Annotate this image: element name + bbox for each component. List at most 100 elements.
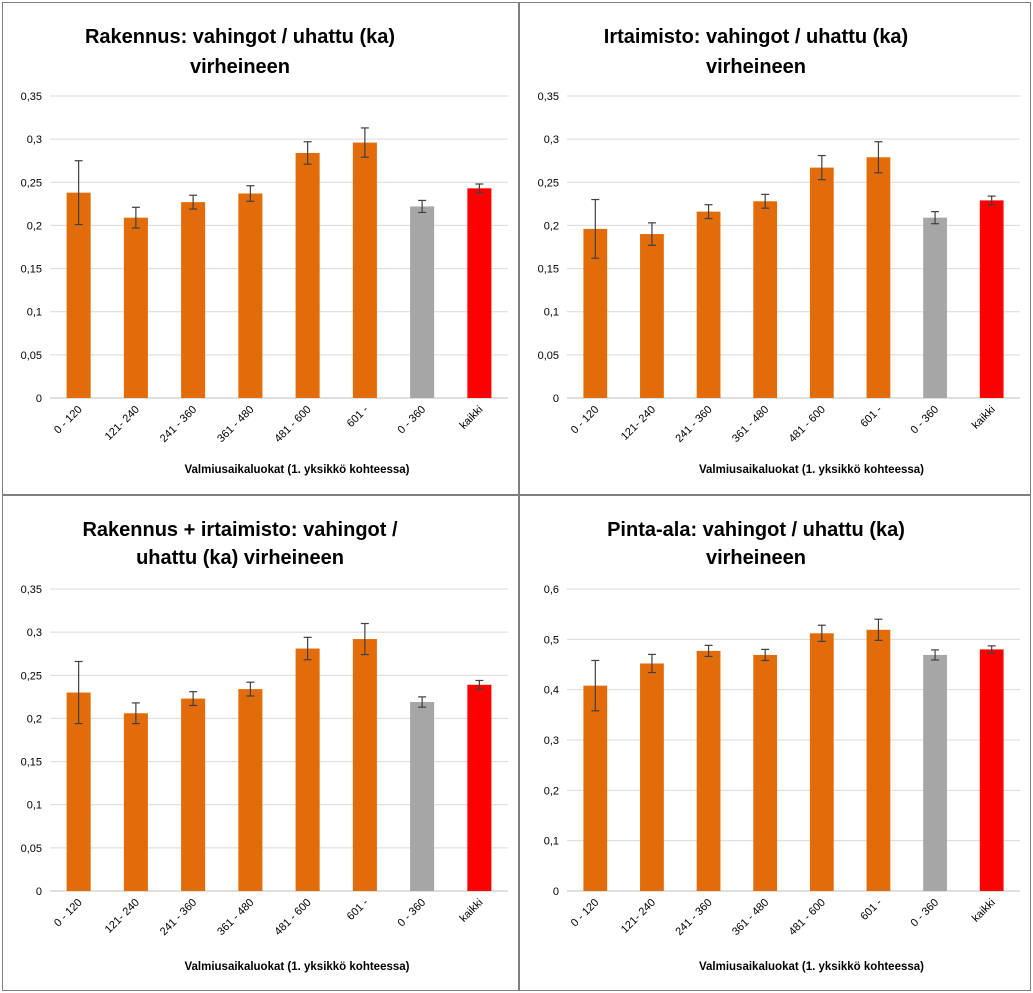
bar-7 bbox=[923, 654, 947, 891]
x-axis-title: Valmiusaikaluokat (1. yksikkö kohteessa) bbox=[699, 961, 924, 973]
bar-6 bbox=[352, 639, 377, 891]
chart-title-line: virheineen bbox=[190, 56, 290, 78]
x-category-label: 121- 240 bbox=[619, 404, 658, 443]
y-tick-label: 0,35 bbox=[538, 91, 559, 103]
bar-7 bbox=[923, 217, 947, 398]
bar-3 bbox=[181, 698, 206, 891]
bar-1 bbox=[66, 692, 91, 891]
x-category-label: 241 - 360 bbox=[673, 404, 714, 445]
y-tick-label: 0,05 bbox=[21, 843, 42, 855]
x-category-label: 481 - 600 bbox=[787, 897, 828, 938]
bar-4 bbox=[238, 689, 263, 891]
y-tick-label: 0 bbox=[553, 886, 559, 898]
bar-6 bbox=[866, 157, 891, 398]
bar-4 bbox=[753, 201, 778, 398]
y-tick-label: 0,05 bbox=[538, 350, 559, 362]
y-tick-label: 0,1 bbox=[544, 307, 559, 319]
bar-7 bbox=[410, 702, 435, 891]
y-tick-label: 0 bbox=[36, 393, 42, 405]
bar-4 bbox=[238, 193, 263, 398]
y-tick-label: 0,2 bbox=[27, 713, 42, 725]
y-tick-label: 0,3 bbox=[544, 134, 559, 146]
bar-2 bbox=[640, 234, 664, 398]
y-tick-label: 0,35 bbox=[21, 584, 42, 596]
chart-title-line: Irtaimisto: vahingot / uhattu (ka) bbox=[604, 26, 908, 48]
error-bar bbox=[189, 194, 198, 210]
y-tick-label: 0,2 bbox=[544, 785, 559, 797]
chart-panel-irtaimisto: Irtaimisto: vahingot / uhattu (ka) virhei… bbox=[519, 2, 1031, 495]
error-bar bbox=[131, 206, 140, 229]
bar-chart: Pinta-ala: vahingot / uhattu (ka) virhein… bbox=[544, 519, 1020, 973]
error-bar bbox=[874, 618, 883, 641]
y-tick-label: 0,1 bbox=[27, 800, 42, 812]
x-category-label: 241 - 360 bbox=[158, 404, 199, 445]
y-tick-label: 0,25 bbox=[21, 670, 42, 682]
x-category-label: 601 - bbox=[345, 403, 371, 429]
error-bar bbox=[647, 653, 656, 674]
x-category-label: kaikki bbox=[458, 897, 486, 925]
error-bar bbox=[987, 195, 996, 206]
error-bar bbox=[360, 622, 369, 656]
x-category-label: 121- 240 bbox=[103, 897, 142, 936]
y-tick-label: 0,5 bbox=[544, 634, 559, 646]
chart-title-line: virheineen bbox=[706, 547, 806, 569]
y-tick-label: 0,15 bbox=[538, 264, 559, 276]
bar-chart: Rakennus: vahingot / uhattu (ka) virheine… bbox=[21, 26, 508, 476]
bar-2 bbox=[123, 217, 148, 398]
y-tick-label: 0 bbox=[36, 886, 42, 898]
error-bar bbox=[761, 193, 770, 209]
x-axis-title: Valmiusaikaluokat (1. yksikkö kohteessa) bbox=[699, 464, 924, 476]
x-category-label: 121- 240 bbox=[103, 404, 142, 443]
y-tick-label: 0,2 bbox=[544, 220, 559, 232]
error-bar bbox=[704, 644, 713, 658]
x-category-label: 481 - 600 bbox=[272, 897, 313, 938]
error-bar bbox=[704, 204, 713, 220]
bar-8 bbox=[467, 684, 492, 891]
x-category-label: 0 - 120 bbox=[52, 404, 85, 437]
x-category-label: 241 - 360 bbox=[673, 897, 714, 938]
error-bar bbox=[475, 183, 484, 194]
y-tick-label: 0,25 bbox=[538, 177, 559, 189]
bar-4 bbox=[753, 654, 778, 891]
y-tick-label: 0,6 bbox=[544, 584, 559, 596]
bar-3 bbox=[181, 202, 206, 398]
error-bar bbox=[418, 696, 427, 708]
error-bar bbox=[817, 154, 826, 181]
error-bar bbox=[475, 679, 484, 690]
bar-5 bbox=[809, 167, 834, 398]
x-category-label: 121- 240 bbox=[619, 897, 658, 936]
x-category-label: 241 - 360 bbox=[158, 897, 199, 938]
bar-1 bbox=[66, 192, 91, 398]
chart-title-line: Rakennus + irtaimisto: vahingot / bbox=[82, 519, 398, 541]
error-bar bbox=[360, 127, 369, 158]
y-tick-label: 0,35 bbox=[21, 91, 42, 103]
bar-8 bbox=[467, 188, 492, 398]
y-tick-label: 0,25 bbox=[21, 177, 42, 189]
x-axis-title: Valmiusaikaluokat (1. yksikkö kohteessa) bbox=[184, 464, 409, 476]
error-bar bbox=[591, 198, 600, 259]
y-tick-label: 0,2 bbox=[27, 220, 42, 232]
x-category-label: 0 - 120 bbox=[569, 404, 602, 437]
error-bar bbox=[303, 636, 312, 661]
bar-7 bbox=[410, 206, 435, 398]
bar-3 bbox=[696, 650, 721, 891]
x-category-label: 601 - bbox=[345, 896, 371, 922]
bar-2 bbox=[123, 713, 148, 891]
error-bar bbox=[931, 649, 940, 661]
error-bar bbox=[761, 648, 770, 662]
chart-title: Rakennus + irtaimisto: vahingot / uhattu … bbox=[82, 519, 398, 569]
bar-5 bbox=[809, 633, 834, 891]
chart-title-line: virheineen bbox=[706, 56, 806, 78]
bar-5 bbox=[295, 152, 320, 398]
x-category-label: kaikki bbox=[970, 404, 998, 432]
chart-title-line: Rakennus: vahingot / uhattu (ka) bbox=[85, 26, 395, 48]
error-bar bbox=[246, 185, 255, 202]
chart-panel-rakennus-irtaimisto: Rakennus + irtaimisto: vahingot / uhattu … bbox=[2, 495, 519, 991]
bar-8 bbox=[979, 649, 1004, 891]
chart-title-line: uhattu (ka) virheineen bbox=[136, 547, 344, 569]
x-category-label: 361 - 480 bbox=[730, 404, 771, 445]
bar-chart: Irtaimisto: vahingot / uhattu (ka) virhei… bbox=[538, 26, 1020, 476]
x-category-label: 0 - 120 bbox=[569, 897, 602, 930]
error-bar bbox=[647, 222, 656, 246]
bar-chart: Rakennus + irtaimisto: vahingot / uhattu … bbox=[21, 519, 508, 973]
